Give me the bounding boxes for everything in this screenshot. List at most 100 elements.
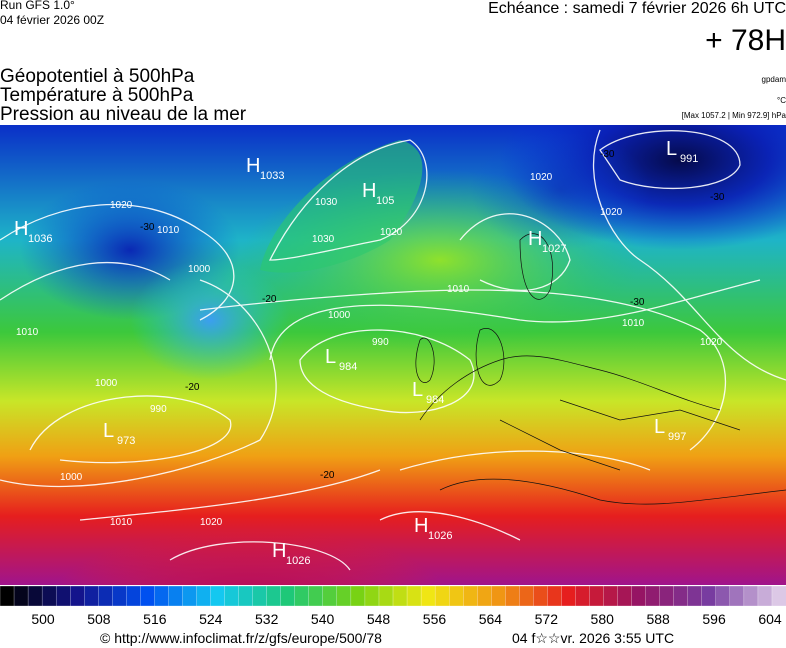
colorbar-label: 588 xyxy=(646,611,670,627)
isobar-label: 1020 xyxy=(380,227,403,238)
colorbar-swatch xyxy=(631,585,647,607)
colorbar-swatch xyxy=(98,585,113,607)
temperature-label: -30 xyxy=(630,297,645,308)
isobar-label: 990 xyxy=(372,337,389,348)
colorbar-swatch xyxy=(182,585,198,607)
temperature-label: -30 xyxy=(600,149,615,160)
center-value: 1027 xyxy=(542,243,566,255)
center-letter: L xyxy=(325,346,336,368)
run-date: 04 février 2026 00Z xyxy=(0,13,104,27)
center-letter: L xyxy=(654,416,665,438)
temperature-label: -30 xyxy=(710,192,725,203)
colorbar-swatch xyxy=(519,585,535,607)
colorbar-swatch xyxy=(70,585,85,607)
center-value: 973 xyxy=(117,435,135,447)
colorbar: 500 508 516 524 532 540 548 556 564 572 580 588 596 6… xyxy=(0,585,786,627)
footer-url: © http://www.infoclimat.fr/z/gfs/europe/… xyxy=(100,630,382,646)
center-value: 105 xyxy=(376,195,394,207)
colorbar-swatch xyxy=(140,585,156,607)
center-value: 984 xyxy=(426,394,444,406)
temperature-label: -20 xyxy=(262,294,277,305)
temperature-label: -20 xyxy=(185,382,200,393)
colorbar-swatch xyxy=(238,585,254,607)
colorbar-swatch xyxy=(673,585,689,607)
colorbar-swatch xyxy=(561,585,577,607)
run: Run GFS 1.0° xyxy=(0,0,75,12)
colorbar-swatch xyxy=(603,585,619,607)
isobar-label: 1000 xyxy=(95,378,118,389)
colorbar-swatch xyxy=(743,585,759,607)
colorbar-swatch xyxy=(378,585,394,607)
isobar-label: 1000 xyxy=(188,264,211,275)
echeance: Echéance : samedi 7 février 2026 6h UTC xyxy=(488,0,786,17)
colorbar-swatch xyxy=(224,585,240,607)
colorbar-swatch xyxy=(701,585,717,607)
colorbar-swatch xyxy=(406,585,422,607)
center-letter: H xyxy=(246,155,260,177)
colorbar-swatch xyxy=(729,585,745,607)
center-letter: L xyxy=(412,379,423,401)
colorbar-swatch xyxy=(687,585,703,607)
legend-line: Pression au niveau de la mer xyxy=(0,104,247,125)
colorbar-swatch xyxy=(434,585,450,607)
isobar-label: 1030 xyxy=(312,234,335,245)
isobar-label: 1010 xyxy=(447,284,470,295)
isobar-label: 1000 xyxy=(328,310,351,321)
center-letter: H xyxy=(362,180,376,202)
legend-line: Température à 500hPa xyxy=(0,85,194,106)
colorbar-swatch xyxy=(420,585,436,607)
colorbar-label: 524 xyxy=(199,611,223,627)
colorbar-swatch xyxy=(196,585,212,607)
colorbar-swatch xyxy=(757,585,773,607)
colorbar-swatch xyxy=(448,585,464,607)
isobar-label: 1020 xyxy=(530,172,553,183)
isobar-label: 1000 xyxy=(60,472,83,483)
colorbar-swatch xyxy=(168,585,184,607)
colorbar-label: 540 xyxy=(311,611,335,627)
colorbar-swatch xyxy=(27,585,43,607)
temperature-label: -30 xyxy=(140,222,155,233)
isobar-label: 1020 xyxy=(600,207,623,218)
colorbar-label: 508 xyxy=(87,611,111,627)
colorbar-swatch xyxy=(112,585,127,607)
isobar-label: 1020 xyxy=(700,337,723,348)
center-value: 1033 xyxy=(260,170,284,182)
colorbar-swatch xyxy=(477,585,492,607)
colorbar-swatch xyxy=(84,585,99,607)
colorbar-swatch xyxy=(210,585,226,607)
footer-stamp: 04 f☆☆vr. 2026 3:55 UTC xyxy=(512,630,674,646)
isobar-label: 1010 xyxy=(157,225,180,236)
temperature-label: -20 xyxy=(320,470,335,481)
colorbar-swatch xyxy=(771,585,786,607)
colorbar-swatch xyxy=(463,585,478,607)
colorbar-swatch xyxy=(55,585,71,607)
center-letter: H xyxy=(414,515,428,537)
center-letter: L xyxy=(666,138,677,160)
unit: [Max 1057.2 | Min 972.9] hPa xyxy=(682,111,786,120)
center-letter: H xyxy=(528,228,542,250)
colorbar-swatch xyxy=(336,585,352,607)
colorbar-swatch xyxy=(266,585,282,607)
colorbar-swatch xyxy=(364,585,380,607)
colorbar-swatch xyxy=(547,585,563,607)
isobar-label: 1030 xyxy=(315,197,338,208)
center-letter: H xyxy=(14,218,28,240)
isobar-label: 1020 xyxy=(200,517,223,528)
center-value: 1026 xyxy=(286,555,310,567)
colorbar-swatch xyxy=(0,585,15,607)
colorbar-label: 604 xyxy=(758,611,782,627)
isobar-label: 1010 xyxy=(622,318,645,329)
center-value: 1036 xyxy=(28,233,52,245)
colorbar-swatch xyxy=(322,585,338,607)
colorbar-label: 564 xyxy=(479,611,503,627)
colorbar-swatch xyxy=(126,585,142,607)
colorbar-swatch xyxy=(392,585,408,607)
colorbar-swatch xyxy=(252,585,268,607)
colorbar-label: 548 xyxy=(367,611,391,627)
unit: gpdam xyxy=(762,75,786,84)
colorbar-swatch xyxy=(280,585,296,607)
colorbar-swatch xyxy=(41,585,57,607)
colorbar-swatch xyxy=(575,585,591,607)
colorbar-swatch xyxy=(533,585,549,607)
